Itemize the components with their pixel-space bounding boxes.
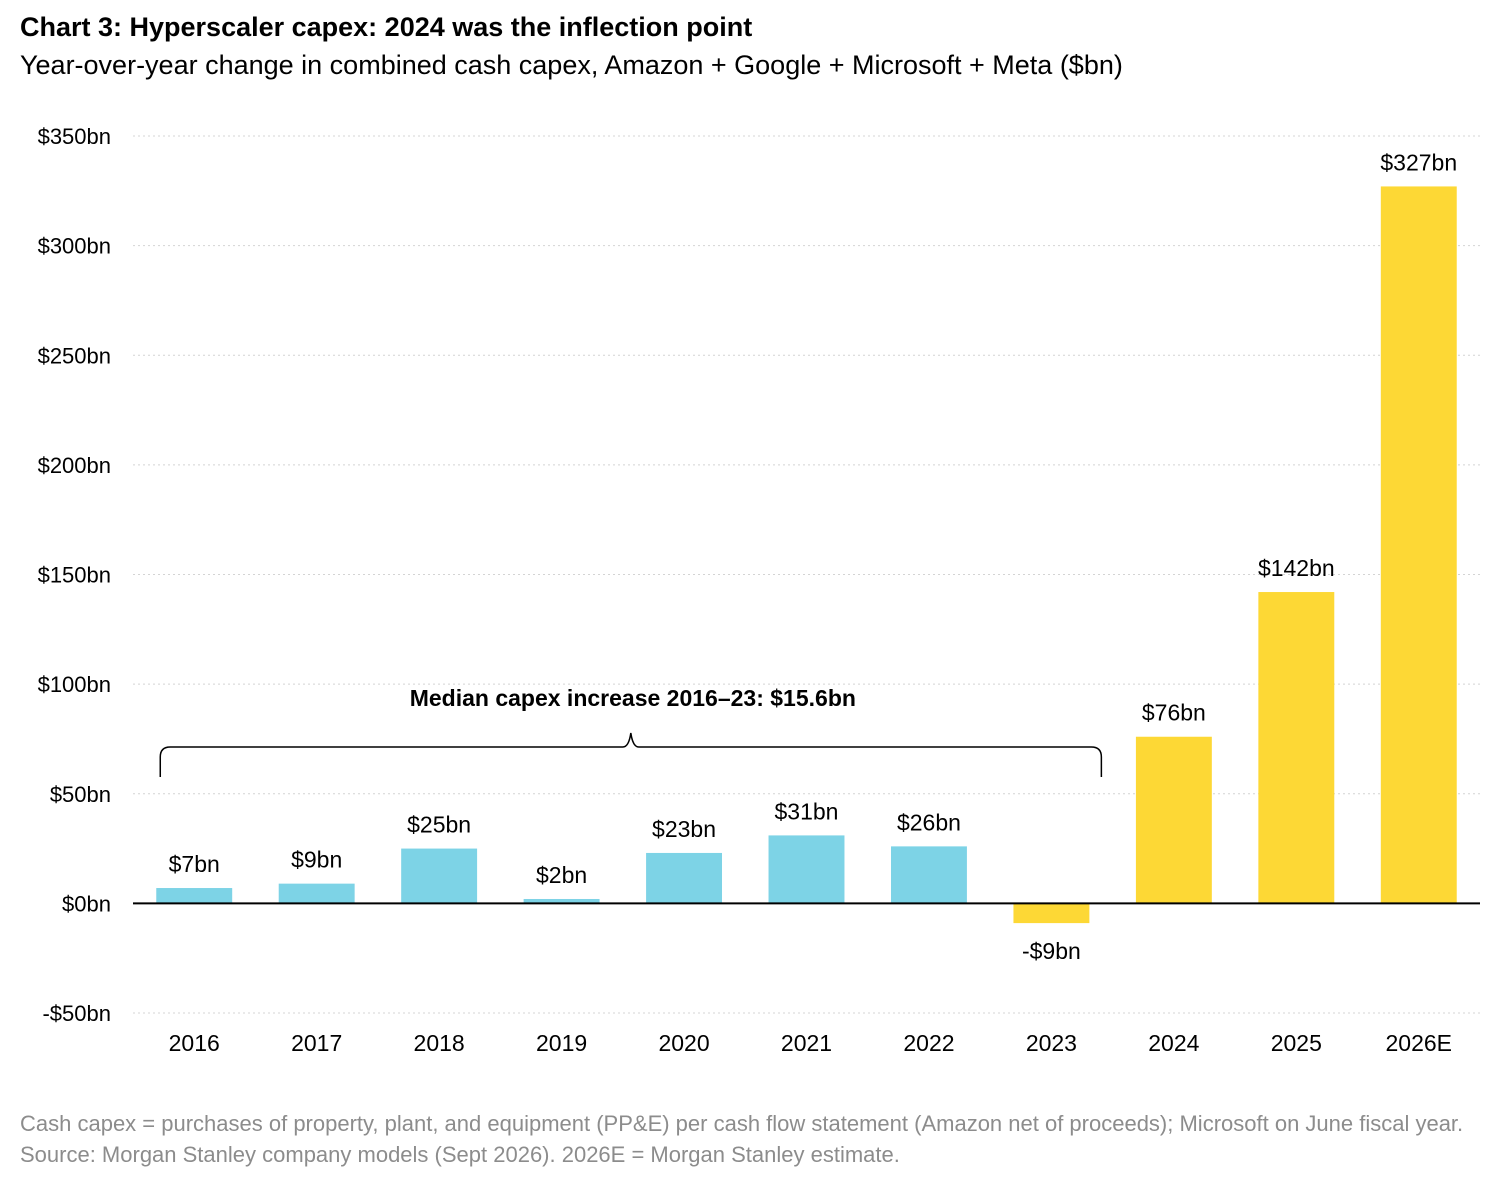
x-tick-label: 2021 [781,1030,832,1056]
value-label: $7bn [169,851,220,877]
x-tick-label: 2023 [1026,1030,1077,1056]
value-label: $142bn [1258,555,1335,581]
bar [1380,186,1457,904]
value-label: $9bn [291,847,342,873]
bar [156,888,233,904]
y-tick-label: $150bn [38,563,111,588]
median-brace [159,732,1103,777]
value-label: $76bn [1142,700,1206,726]
x-tick-label: 2025 [1271,1030,1322,1056]
median-annotation: Median capex increase 2016–23: $15.6bn [159,685,1103,777]
y-tick-label: $50bn [50,782,111,807]
y-tick-label: $200bn [38,453,111,478]
x-tick-label: 2026E [1386,1030,1453,1056]
x-axis-labels: 2016 2017 2018 2019 2020 2021 2022 2023 2024 2025… [169,1030,1452,1056]
x-tick-label: 2020 [658,1030,709,1056]
bar [1135,736,1212,904]
x-tick-label: 2016 [169,1030,220,1056]
y-tick-label: $350bn [38,124,111,149]
value-label: -$9bn [1022,938,1081,964]
y-tick-label: $300bn [38,234,111,259]
x-tick-label: 2017 [291,1030,342,1056]
footnote: Cash capex = purchases of property, plan… [20,1111,1464,1167]
x-tick-label: 2018 [414,1030,465,1056]
value-label: $327bn [1380,149,1457,175]
bar [768,835,845,904]
x-tick-label: 2024 [1148,1030,1199,1056]
value-label: $31bn [775,798,839,824]
bar [890,846,967,904]
x-tick-label: 2022 [903,1030,954,1056]
chart-title: Chart 3: Hyperscaler capex: 2024 was the… [20,12,753,42]
value-label: $2bn [536,862,587,888]
bar [1258,592,1335,904]
bars [156,186,1457,924]
value-labels: $7bn $9bn $25bn $2bn $23bn $31bn $26bn -$9bn $76… [169,149,1458,964]
value-label: $23bn [652,816,716,842]
value-label: $25bn [407,812,471,838]
y-tick-label: -$50bn [42,1001,111,1026]
bar [278,883,355,904]
y-tick-label: $250bn [38,343,111,368]
bar [646,852,723,904]
y-tick-label: $100bn [38,672,111,697]
bar [1013,903,1090,924]
bar [401,848,478,904]
chart-subtitle: Year-over-year change in combined cash c… [20,50,1123,80]
bar [523,898,600,904]
value-label: $26bn [897,809,961,835]
y-tick-label: $0bn [62,891,111,916]
y-axis-labels: -$50bn $0bn $50bn $100bn $150bn $200bn $250bn $… [38,124,111,1026]
bar-chart: -$50bn $0bn $50bn $100bn $150bn $200bn $250bn $… [38,124,1480,1056]
x-tick-label: 2019 [536,1030,587,1056]
median-annotation-text: Median capex increase 2016–23: $15.6bn [410,685,856,711]
